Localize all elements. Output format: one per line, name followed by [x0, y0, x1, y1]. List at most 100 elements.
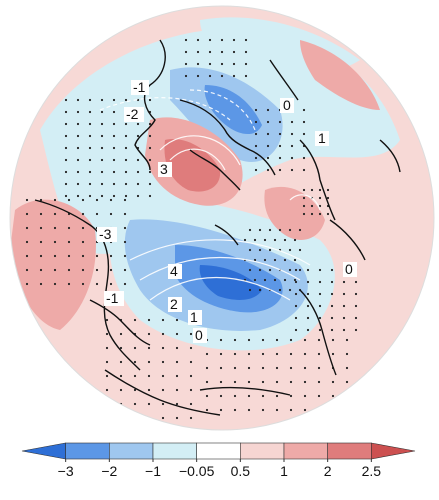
stipple-dot [247, 366, 251, 370]
stipple-dot [76, 98, 80, 102]
stipple-dot [247, 408, 251, 412]
stipple-dot [161, 332, 165, 336]
stipple-dot [326, 188, 330, 192]
stipple-dot [244, 38, 248, 42]
stipple-dot [133, 388, 137, 392]
contour-label: 0 [345, 261, 353, 277]
stipple-dot [100, 158, 104, 162]
stipple-dot [219, 394, 223, 398]
stipple-dot [112, 158, 116, 162]
stipple-dot [294, 328, 298, 332]
stipple-dot [105, 360, 109, 364]
stipple-dot [136, 158, 140, 162]
stipple-dot [136, 122, 140, 126]
stipple-dot [112, 170, 116, 174]
stipple-dot [261, 338, 265, 342]
stipple-dot [303, 338, 307, 342]
stipple-dot [196, 38, 200, 42]
colorbar-tick-label: 2.5 [362, 463, 382, 479]
stipple-dot [208, 38, 212, 42]
stipple-dot [123, 240, 127, 244]
stipple-dot [208, 74, 212, 78]
stipple-dot [64, 122, 68, 126]
stipple-dot [278, 144, 282, 148]
stipple-dot [133, 346, 137, 350]
stipple-dot [318, 196, 322, 200]
stipple-dot [64, 194, 68, 198]
stipple-dot [278, 168, 282, 172]
stipple-dot [105, 416, 109, 420]
stipple-dot [88, 98, 92, 102]
stipple-dot [124, 158, 128, 162]
stipple-dot [100, 122, 104, 126]
stipple-dot [67, 282, 71, 286]
stipple-dot [95, 198, 99, 202]
stipple-dot [283, 278, 287, 282]
stipple-dot [219, 352, 223, 356]
stipple-dot [161, 388, 165, 392]
stipple-dot [326, 196, 330, 200]
stipple-dot [253, 278, 257, 282]
stipple-dot [233, 394, 237, 398]
stipple-dot [318, 280, 322, 284]
stipple-dot [100, 182, 104, 186]
stipple-dot [354, 304, 358, 308]
stipple-dot [39, 240, 43, 244]
stipple-dot [289, 366, 293, 370]
stipple-dot [331, 394, 335, 398]
stipple-dot [318, 328, 322, 332]
stipple-dot [261, 366, 265, 370]
stipple-dot [175, 346, 179, 350]
stipple-dot [258, 268, 262, 272]
red-anomaly-region [10, 199, 96, 330]
colorbar-tick-label: 0.5 [231, 463, 251, 479]
stipple-dot [290, 132, 294, 136]
strong-blue-region [204, 85, 262, 135]
stipple-dot [147, 318, 151, 322]
stipple-dot [302, 156, 306, 160]
stipple-dot [294, 316, 298, 320]
stipple-dot [147, 346, 151, 350]
stipple-dot [124, 194, 128, 198]
stipple-dot [306, 292, 310, 296]
stipple-dot [88, 158, 92, 162]
stipple-dot [317, 380, 321, 384]
map-boundary [9, 5, 435, 431]
stipple-dot [53, 282, 57, 286]
stipple-dot [318, 292, 322, 296]
stipple-dot [136, 170, 140, 174]
stipple-dot [189, 332, 193, 336]
stipple-dot [233, 338, 237, 342]
stipple-dot [302, 132, 306, 136]
colorbar-tick-label: −0.05 [179, 463, 215, 479]
stipple-dot [196, 62, 200, 66]
stipple-dot [261, 352, 265, 356]
stipple-dot [95, 282, 99, 286]
stipple-dot [345, 366, 349, 370]
stipple-dot [317, 352, 321, 356]
stipple-dot [205, 366, 209, 370]
contour-label: -1 [106, 290, 119, 306]
stipple-dot [288, 228, 292, 232]
stipple-dot [342, 292, 346, 296]
stipple-dot [302, 204, 306, 208]
colorbar-tick-label: −3 [58, 463, 74, 479]
stipple-dot [148, 182, 152, 186]
stipple-dot [254, 156, 258, 160]
stipple-dot [254, 168, 258, 172]
contour-label: 1 [318, 130, 326, 146]
stipple-dot [119, 416, 123, 420]
stipple-dot [261, 408, 265, 412]
stipple-dot [261, 380, 265, 384]
colorbar-swatch [65, 442, 110, 460]
stipple-dot [275, 352, 279, 356]
stipple-dot [205, 408, 209, 412]
stipple-dot [88, 194, 92, 198]
stipple-dot [196, 74, 200, 78]
stipple-dot [53, 268, 57, 272]
stipple-dot [289, 394, 293, 398]
stipple-dot [124, 170, 128, 174]
stipple-dot [147, 388, 151, 392]
stipple-dot [100, 146, 104, 150]
stipple-dot [289, 380, 293, 384]
